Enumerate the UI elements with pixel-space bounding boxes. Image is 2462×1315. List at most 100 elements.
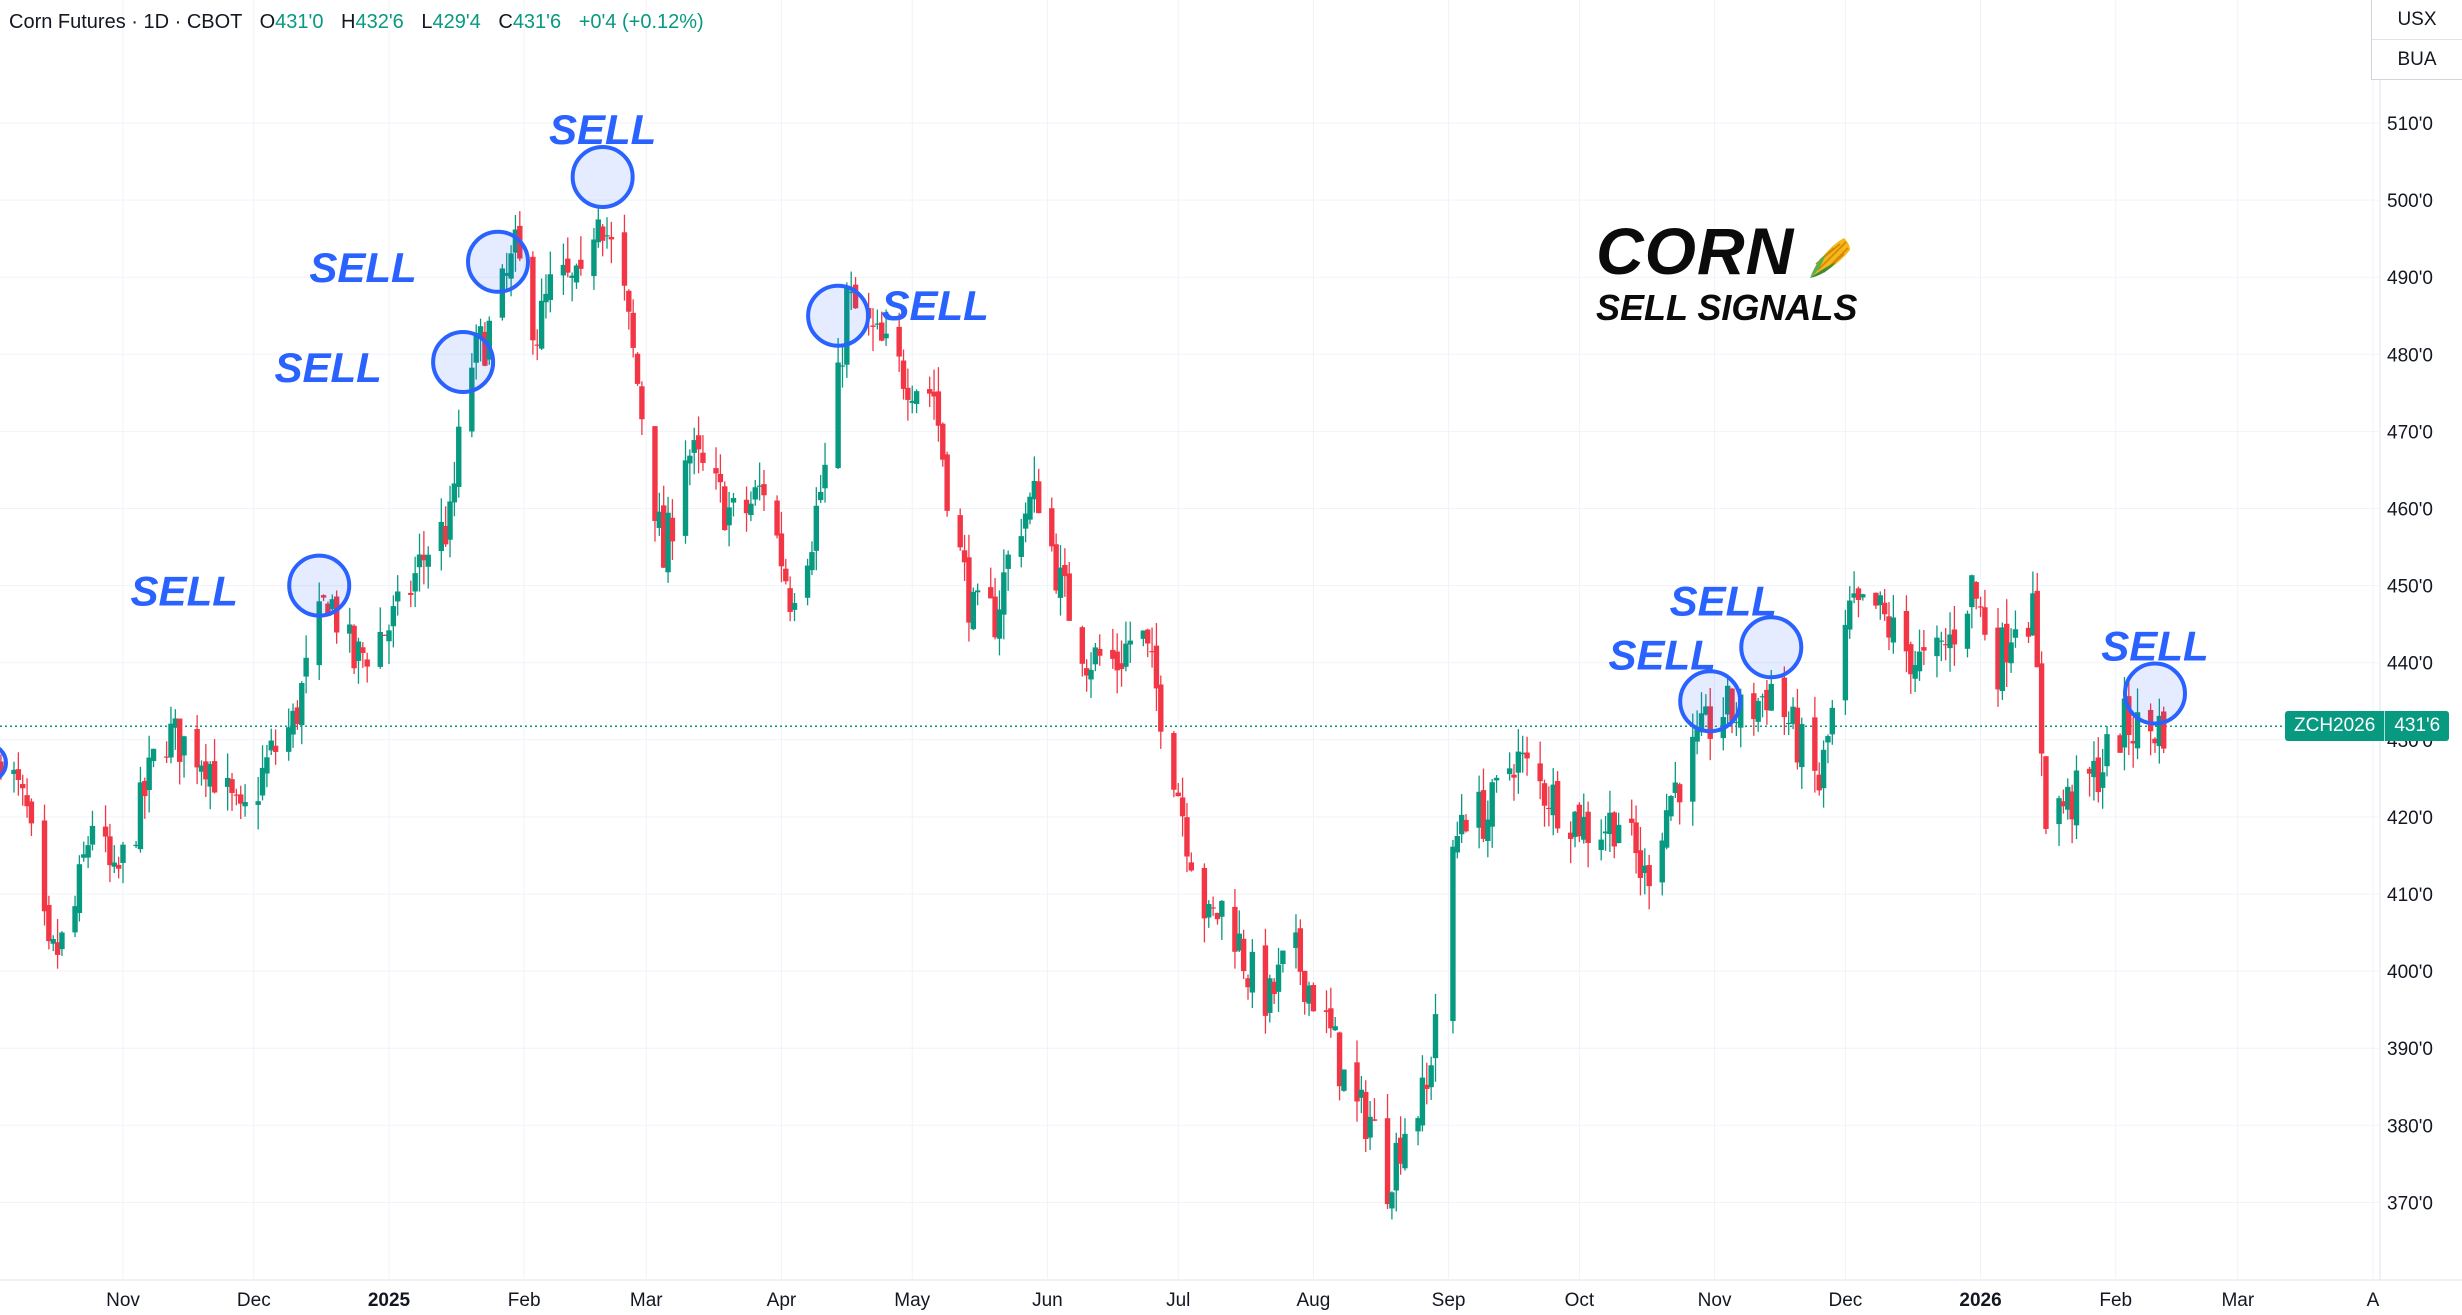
sell-signal-circle: [466, 229, 530, 294]
candle-body: [595, 219, 601, 243]
sell-signal-circle: [1739, 615, 1804, 680]
candle-body: [408, 592, 414, 595]
candle-body: [538, 300, 545, 349]
candle: [1402, 1118, 1408, 1171]
candle: [1903, 595, 1910, 673]
candle: [656, 492, 663, 536]
candle-body: [2156, 715, 2163, 747]
candle: [1428, 1056, 1434, 1100]
candle: [1018, 518, 1024, 568]
candle-body: [1629, 818, 1635, 823]
candle-body: [259, 767, 266, 796]
candle: [1642, 848, 1648, 895]
candle: [961, 534, 968, 581]
candle-body: [996, 609, 1003, 639]
candle: [996, 590, 1003, 656]
candle-body: [1537, 763, 1543, 782]
candle: [2160, 706, 2167, 754]
candle-body: [268, 740, 274, 751]
candle-body: [669, 517, 676, 542]
candle: [133, 841, 139, 849]
price-tick-label: 420'0: [2387, 808, 2433, 829]
candle: [194, 715, 200, 785]
candle-body: [599, 226, 606, 241]
candle-body: [1541, 783, 1548, 806]
candle: [2086, 766, 2093, 797]
candle: [1973, 581, 1979, 610]
candle-body: [115, 864, 122, 869]
candle: [839, 344, 846, 388]
candle-body: [1328, 1008, 1334, 1029]
candle-body: [1576, 804, 1583, 837]
candle-body: [608, 236, 615, 240]
candle: [726, 491, 732, 547]
candle-body: [804, 565, 811, 598]
candle-body: [81, 854, 87, 858]
candle-body: [1415, 1118, 1421, 1132]
candle-body: [1698, 713, 1705, 733]
candle-body: [377, 631, 383, 667]
candle-body: [1938, 640, 1945, 642]
candle-body: [1724, 685, 1731, 715]
currency-label[interactable]: USX: [2397, 9, 2437, 30]
candle-body: [1982, 607, 1988, 635]
candle: [150, 748, 157, 768]
candle-body: [1088, 669, 1094, 680]
candle-body: [560, 264, 567, 276]
currency-unit-panel[interactable]: USX BUA: [2371, 0, 2462, 80]
time-axis[interactable]: Nov Dec 2025 Feb Mar Apr May Jun Jul Aug Sep Oct Nov…: [106, 1290, 2380, 1311]
unit-label[interactable]: BUA: [2372, 39, 2462, 79]
candle: [573, 263, 580, 289]
candle-body: [1097, 648, 1103, 656]
candle-body: [1271, 981, 1277, 995]
candle-body: [578, 259, 584, 269]
candle-body: [791, 603, 798, 610]
candle: [1249, 939, 1256, 1009]
candle: [1240, 929, 1247, 980]
candle: [233, 788, 240, 806]
candle: [783, 558, 789, 585]
candle: [2095, 737, 2101, 803]
candle: [1977, 596, 1984, 617]
candle-body: [364, 659, 370, 667]
symbol-description[interactable]: Corn Futures · 1D · CBOT: [9, 11, 243, 33]
candle-body: [1293, 932, 1299, 948]
candle-body: [730, 498, 737, 503]
candle-body: [133, 844, 139, 847]
candle-body: [1371, 1119, 1378, 1121]
candle: [931, 369, 937, 420]
sell-signal-circle-partial: [0, 746, 8, 779]
candle: [1598, 819, 1604, 861]
candle: [54, 919, 61, 969]
candle: [1729, 687, 1735, 734]
candle-body: [285, 727, 292, 752]
candle: [717, 454, 724, 503]
candle-body: [1546, 807, 1552, 810]
candle: [1663, 793, 1670, 850]
candle: [774, 495, 780, 539]
price-axis[interactable]: 510'0 500'0 490'0 480'0 470'0 460'0 450'0 440'0…: [2387, 114, 2433, 1214]
candle: [1908, 641, 1914, 694]
candle-body: [294, 707, 301, 725]
candle: [756, 462, 763, 501]
candle: [817, 475, 824, 504]
candle-body: [89, 825, 96, 845]
candle: [107, 823, 113, 883]
candle-body: [1310, 985, 1317, 1012]
candle-body: [15, 769, 22, 781]
candle: [578, 236, 584, 276]
candle-body: [700, 452, 706, 463]
candle: [329, 594, 336, 613]
candle-body: [1179, 797, 1186, 817]
candle-body: [940, 423, 946, 460]
candle: [320, 594, 327, 601]
candle-body: [748, 503, 754, 516]
time-tick-label: Feb: [508, 1290, 541, 1311]
candle-body: [974, 590, 981, 593]
candle-body: [1921, 647, 1927, 651]
candle-body: [1947, 634, 1953, 649]
candle-body: [1463, 819, 1469, 832]
candle: [46, 895, 52, 950]
candle-body: [787, 588, 793, 612]
